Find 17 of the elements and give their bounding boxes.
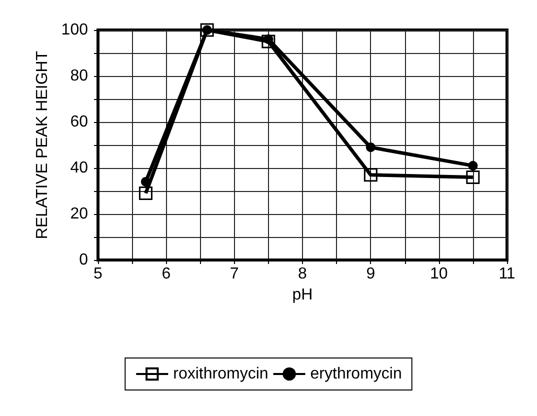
y-axis-title: RELATIVE PEAK HEIGHT <box>34 50 51 240</box>
x-tick-label: 11 <box>498 266 516 282</box>
y-tick-label: 60 <box>70 114 88 130</box>
y-tick-label: 100 <box>61 22 88 38</box>
y-tick-label: 0 <box>79 252 88 268</box>
legend-label: roxithromycin <box>173 366 268 382</box>
y-tick-label: 40 <box>70 160 88 176</box>
x-tick-label: 7 <box>230 266 239 282</box>
y-tick-label: 20 <box>70 206 88 222</box>
x-tick-label: 8 <box>298 266 308 282</box>
x-tick-label: 6 <box>162 266 171 282</box>
x-tick-label: 10 <box>430 266 448 282</box>
x-tick-label: 5 <box>94 266 103 282</box>
x-tick-label: 9 <box>366 266 376 282</box>
legend-label: erythromycin <box>310 366 402 382</box>
x-axis-title: pH <box>292 286 313 304</box>
y-tick-label: 80 <box>70 68 88 84</box>
